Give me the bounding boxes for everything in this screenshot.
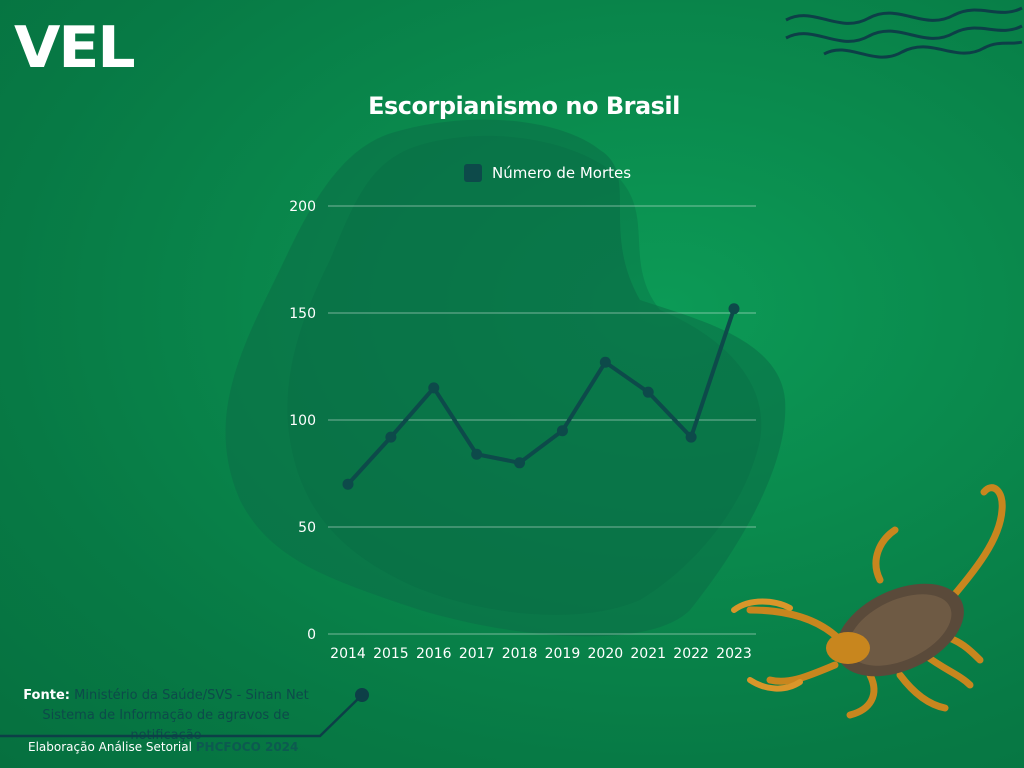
legend-swatch: [464, 164, 482, 182]
data-point: [385, 431, 397, 443]
data-point: [599, 356, 611, 368]
legend-label: Número de Mortes: [492, 164, 632, 182]
scorpion-illustration: [731, 484, 1006, 719]
data-point: [642, 386, 654, 398]
credit-prefix: Elaboração Análise Setorial: [28, 740, 192, 754]
y-tick-label: 100: [289, 413, 316, 429]
x-tick-label: 2016: [416, 646, 452, 662]
x-tick-label: 2014: [330, 646, 366, 662]
x-tick-label: 2021: [630, 646, 666, 662]
vel-logo: VEL: [14, 14, 136, 82]
x-tick-label: 2023: [716, 646, 752, 662]
source-label: Fonte:: [23, 688, 70, 703]
y-tick-label: 150: [289, 306, 316, 322]
y-tick-label: 200: [289, 199, 316, 215]
chart-title: Escorpianismo no Brasil: [368, 92, 680, 120]
data-point: [728, 303, 740, 315]
source-note: Fonte: Ministério da Saúde/SVS - Sinan N…: [6, 686, 326, 746]
x-tick-label: 2022: [673, 646, 709, 662]
x-tick-label: 2019: [545, 646, 581, 662]
source-text: Ministério da Saúde/SVS - Sinan Net: [74, 688, 309, 703]
data-point: [342, 478, 354, 490]
x-tick-label: 2018: [502, 646, 538, 662]
y-tick-label: 50: [298, 520, 316, 536]
y-tick-label: 0: [307, 627, 316, 643]
data-point: [556, 425, 568, 437]
wave-lines-decoration: [785, 6, 1023, 59]
credit-note: Elaboração Análise Setorial PHCFOCO 2024: [28, 740, 298, 754]
series-line: [346, 308, 736, 486]
x-tick-label: 2017: [459, 646, 495, 662]
x-tick-label: 2020: [588, 646, 624, 662]
data-point: [685, 431, 697, 443]
data-point: [428, 382, 440, 394]
data-point: [471, 448, 483, 460]
credit-brand: PHCFOCO 2024: [195, 740, 299, 754]
chart-legend: Número de Mortes: [464, 164, 631, 182]
x-tick-label: 2015: [373, 646, 409, 662]
data-point: [514, 457, 526, 469]
